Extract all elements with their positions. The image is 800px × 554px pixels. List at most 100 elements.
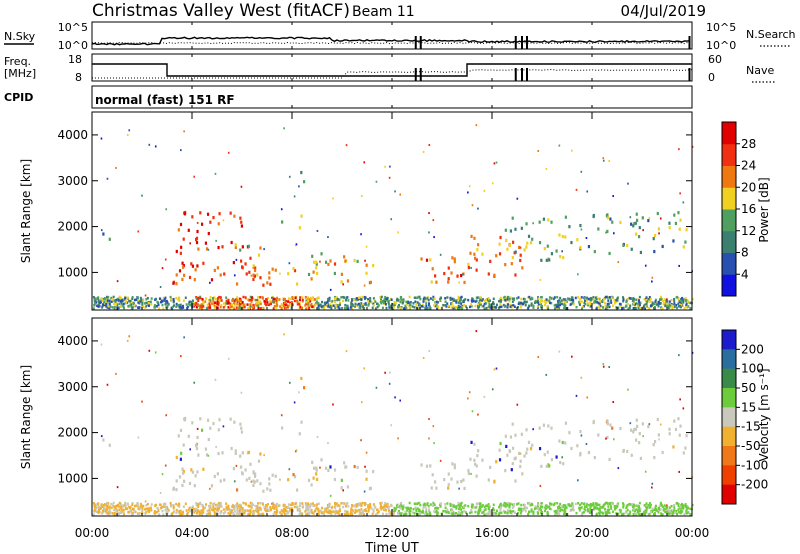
power-cell (274, 299, 277, 302)
power-cell (550, 301, 553, 305)
power-cell (334, 300, 337, 303)
power-cell (635, 212, 638, 216)
velocity-cell (502, 504, 505, 507)
velocity-cell (163, 505, 166, 508)
velocity-cell (245, 478, 248, 482)
velocity-cell (604, 513, 607, 516)
velocity-cell (444, 506, 447, 509)
velocity-cell (531, 443, 534, 447)
velocity-cell (243, 511, 246, 515)
velocity-cell (409, 506, 412, 510)
velocity-cell (682, 504, 685, 507)
power-cell (671, 307, 674, 310)
velocity-cell (170, 513, 173, 516)
velocity-cell (170, 504, 173, 507)
power-cell (677, 302, 680, 305)
power-cell (642, 306, 645, 310)
velocity-cell (645, 505, 648, 509)
power-cell (175, 273, 178, 277)
velocity-cell (138, 508, 141, 511)
power-cell (290, 301, 293, 304)
power-cell (355, 297, 358, 300)
velocity-cell (667, 512, 670, 516)
velocity-cell (564, 441, 567, 445)
velocity-cell (579, 503, 582, 507)
velocity-cell (166, 510, 169, 513)
power-cell (504, 263, 507, 267)
velocity-cell (358, 502, 361, 505)
velocity-cell (305, 513, 308, 517)
velocity-cell (619, 426, 622, 431)
velocity-cell (326, 507, 329, 510)
power-cell (396, 297, 399, 301)
velocity-cell (285, 505, 288, 509)
power-cell (184, 296, 187, 300)
power-cell (236, 299, 239, 302)
velocity-cell (147, 510, 150, 513)
power-cell (201, 307, 204, 310)
velocity-cell (297, 508, 300, 512)
power-cell (239, 306, 242, 310)
power-cell (197, 297, 200, 300)
velocity-cell (177, 504, 180, 507)
velocity-cell (539, 484, 542, 487)
velocity-cell (454, 505, 457, 508)
velocity-cell (93, 510, 96, 513)
velocity-cell (278, 504, 281, 507)
power-cell (632, 298, 635, 301)
velocity-cell (307, 478, 311, 483)
velocity-cell (680, 510, 683, 513)
velocity-cell (356, 465, 359, 470)
power-cell (320, 252, 323, 256)
power-cell (632, 302, 635, 305)
power-cell (610, 296, 613, 299)
velocity-cell (367, 510, 370, 513)
velocity-cell (422, 356, 425, 359)
velocity-cell (578, 506, 581, 510)
velocity-cell (117, 503, 120, 507)
velocity-cell (509, 435, 513, 439)
velocity-cell (641, 422, 644, 426)
power-cell (680, 304, 683, 307)
power-cell (337, 306, 340, 309)
velocity-cell (538, 426, 541, 430)
velocity-cell (681, 506, 684, 510)
velocity-cell (678, 433, 681, 437)
velocity-cell (630, 428, 633, 432)
velocity-cell (383, 504, 386, 507)
power-cell (170, 298, 173, 301)
power-cell (227, 300, 230, 304)
velocity-cell (446, 508, 449, 511)
power-cell (525, 222, 528, 226)
power-cell (474, 300, 477, 303)
velocity-cell (489, 465, 492, 469)
power-cell (297, 302, 300, 306)
velocity-cell (570, 355, 573, 358)
velocity-cell (644, 513, 646, 516)
power-cell (403, 307, 406, 310)
noise-right-bottom-tick: 10^0 (706, 39, 736, 52)
power-cell (364, 302, 367, 305)
velocity-cell (220, 510, 223, 513)
power-cell (202, 301, 205, 305)
power-cell (459, 296, 462, 300)
velocity-cell (499, 506, 502, 509)
velocity-cell (187, 508, 190, 511)
power-cell (187, 302, 190, 305)
power-cell (635, 232, 638, 236)
power-cell (229, 307, 232, 310)
power-cell (98, 302, 101, 305)
power-cell (561, 234, 564, 239)
power-cell (343, 296, 346, 299)
power-cell (606, 216, 609, 220)
power-cell (532, 304, 535, 307)
power-cell (376, 305, 379, 309)
power-cell (622, 298, 625, 301)
power-cell (375, 302, 378, 306)
velocity-cell (198, 510, 201, 513)
power-cell (275, 299, 278, 302)
power-cell (305, 307, 308, 311)
power-cell (383, 298, 386, 301)
velocity-cell (310, 483, 313, 487)
velocity-cell (446, 502, 449, 505)
